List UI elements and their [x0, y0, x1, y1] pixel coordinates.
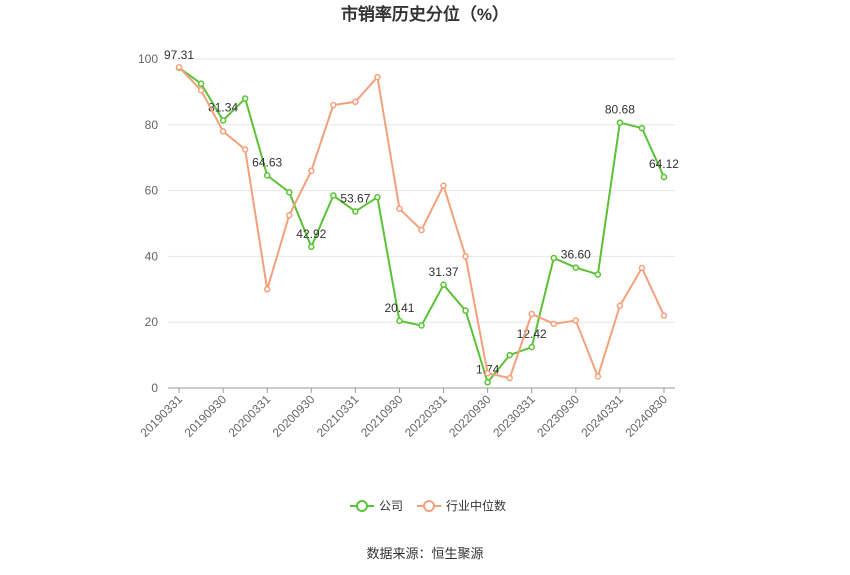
point: [660, 312, 668, 319]
point: [175, 63, 183, 71]
point: [330, 192, 337, 199]
legend-marker[interactable]: [423, 500, 436, 512]
y-tick-label: 100: [138, 52, 158, 66]
legend-label[interactable]: 行业中位数: [446, 498, 506, 513]
point: [241, 95, 249, 102]
point: [308, 167, 315, 175]
point: [308, 243, 315, 251]
point: [396, 317, 403, 325]
point: [418, 322, 425, 329]
point: [285, 212, 293, 219]
point: [594, 271, 602, 278]
data-label: 80.68: [605, 103, 635, 117]
point: [616, 302, 624, 309]
x-tick-label: 20220930: [446, 392, 494, 440]
point: [440, 182, 447, 189]
x-tick-label: 20190331: [137, 392, 185, 440]
source: 数据来源：恒生聚源: [366, 546, 483, 561]
point: [352, 98, 359, 106]
point: [484, 379, 491, 386]
point: [572, 317, 580, 324]
x-tick-label: 20240830: [622, 392, 670, 440]
x-tick-label: 20210331: [314, 392, 362, 440]
y-tick-label: 20: [145, 315, 159, 329]
data-label: 42.92: [296, 227, 326, 241]
point: [462, 253, 469, 260]
x-tick-label: 20220331: [402, 392, 450, 440]
x-tick-label: 20200930: [270, 392, 318, 440]
point: [197, 80, 205, 87]
data-label: 53.67: [340, 191, 370, 205]
x-tick-label: 20230331: [490, 392, 538, 440]
point: [484, 369, 491, 377]
point: [197, 87, 205, 94]
series-line: [178, 67, 665, 385]
point: [528, 310, 535, 318]
point: [506, 374, 513, 382]
x-tick-label: 20210930: [358, 392, 406, 440]
point: [285, 188, 293, 196]
point: [462, 307, 469, 314]
series-line: [178, 66, 665, 380]
x-tick-label: 20200331: [226, 392, 274, 440]
y-tick-label: 80: [145, 118, 159, 132]
data-label: 81.34: [208, 100, 238, 114]
data-label: 12.42: [517, 327, 547, 341]
x-tick-label: 20230930: [534, 392, 582, 440]
point: [263, 172, 271, 179]
legend-marker[interactable]: [356, 500, 368, 512]
point: [263, 286, 271, 293]
point: [418, 226, 425, 234]
y-tick-label: 40: [145, 249, 159, 263]
point: [528, 343, 535, 351]
x-tick-label: 20190930: [182, 392, 230, 440]
point: [374, 193, 381, 201]
x-tick-label: 20240331: [578, 392, 626, 440]
chart-title: 市销率历史分位（%）: [341, 4, 509, 24]
data-label: 97.31: [164, 48, 194, 62]
legend-label[interactable]: 公司: [379, 499, 403, 513]
point: [440, 281, 447, 289]
point: [550, 254, 558, 262]
point: [594, 373, 602, 380]
point: [352, 208, 359, 215]
point: [219, 128, 227, 135]
point: [638, 124, 646, 132]
data-label: 20.41: [384, 301, 414, 315]
data-label: 64.63: [252, 155, 282, 169]
point: [241, 146, 249, 153]
point: [396, 205, 403, 212]
point: [550, 320, 558, 328]
point: [638, 264, 646, 272]
point: [572, 264, 580, 271]
point: [506, 351, 513, 359]
point: [330, 101, 337, 109]
point: [374, 73, 381, 81]
point: [219, 117, 227, 124]
data-label: 36.60: [561, 248, 591, 262]
data-label: 31.37: [429, 265, 459, 279]
y-tick-label: 0: [151, 381, 158, 395]
data-label: 64.12: [649, 157, 679, 171]
point: [660, 173, 668, 181]
point: [616, 119, 624, 126]
y-tick-label: 60: [145, 184, 159, 198]
